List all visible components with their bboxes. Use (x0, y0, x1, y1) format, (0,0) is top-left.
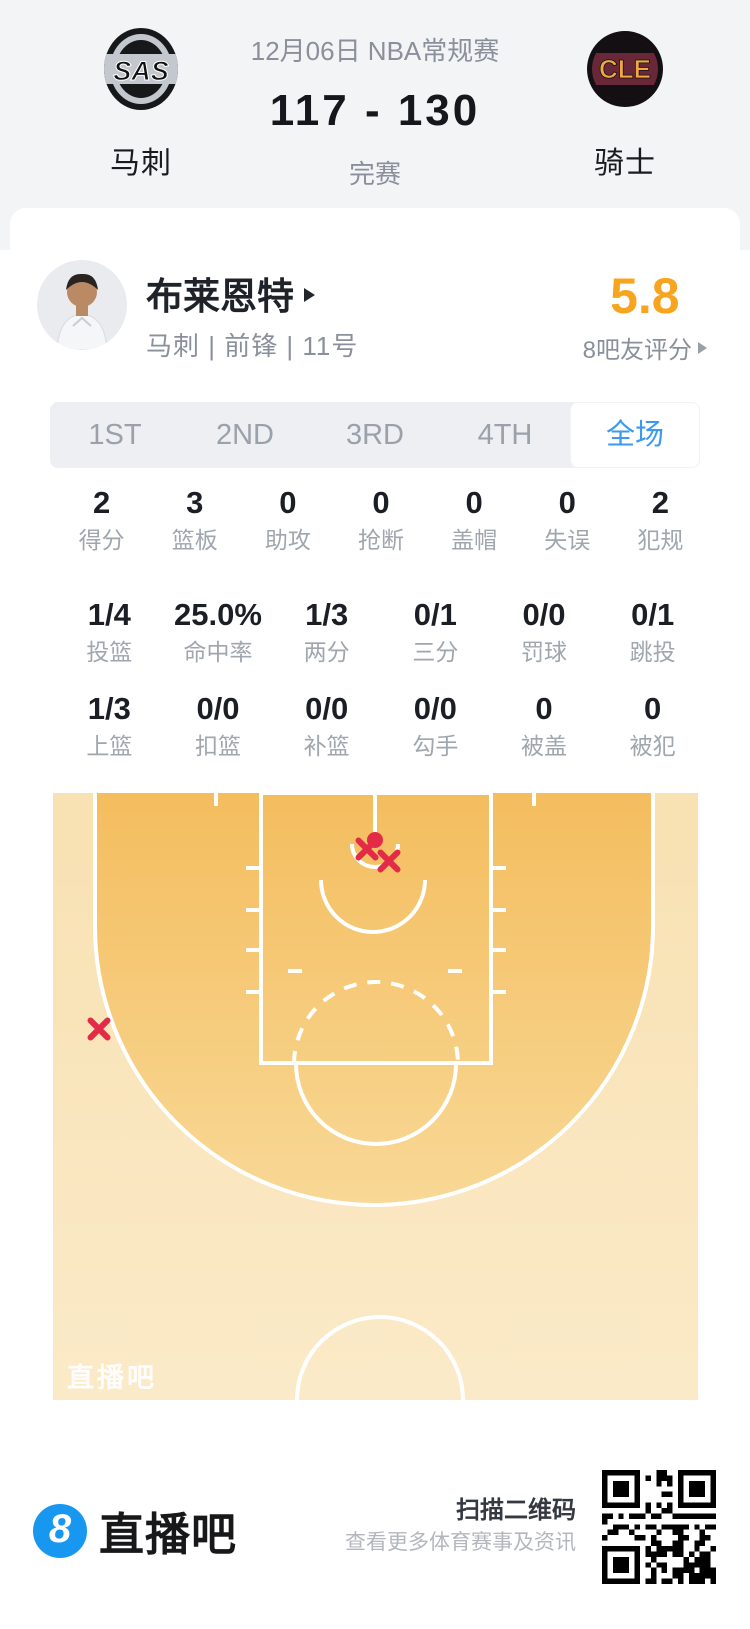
stat-putback: 0/0 补篮 (303, 691, 350, 759)
player-detail-arrow-icon (304, 288, 315, 302)
shot-markers (87, 832, 401, 1041)
free-throw-circle-solid (294, 1063, 458, 1146)
stat-layup: 1/3 上篮 (86, 691, 133, 759)
match-date: 12月06日 NBA常规赛 (250, 36, 500, 66)
tab-full-game[interactable]: 全场 (570, 402, 700, 468)
team-home[interactable]: CLE 骑士 (545, 27, 705, 182)
lane-hash-marks (246, 866, 506, 994)
stats-row-shooting: 1/4 投篮 25.0% 命中率 1/3 两分 0/1 三分 0/0 罚球 0/1 跳投 (55, 598, 707, 665)
tab-4th[interactable]: 4TH (477, 419, 533, 451)
paint-lane (259, 793, 493, 1065)
tab-2nd[interactable]: 2ND (215, 419, 274, 451)
tab-3rd[interactable]: 3RD (345, 419, 404, 451)
stat-2pt: 1/3 两分 (303, 597, 350, 665)
qr-code (602, 1470, 716, 1584)
center-circle (295, 1315, 465, 1400)
court-watermark: 直播吧 (67, 1363, 157, 1393)
svg-text:SAS: SAS (113, 56, 169, 86)
match-score: 117 - 130 (269, 86, 481, 135)
stat-fg-pct: 25.0% 命中率 (174, 597, 262, 665)
three-point-area (95, 793, 653, 1205)
quarter-tabs: 1ST 2ND 3RD 4TH 全场 (50, 402, 700, 468)
restricted-area-arc (319, 879, 427, 934)
stat-fg: 1/4 投篮 (86, 597, 133, 665)
team-home-name: 骑士 (594, 147, 656, 180)
rating-value: 5.8 (610, 268, 680, 324)
stat-dunk: 0/0 扣篮 (194, 691, 241, 759)
match-status: 完赛 (348, 159, 401, 189)
player-info: 马刺 | 前锋 | 11号 (146, 331, 359, 361)
footer-brand-name: 直播吧 (99, 1509, 238, 1560)
stat-3pt: 0/1 三分 (412, 597, 459, 665)
stat-fouls: 2 犯规 (637, 485, 684, 553)
stat-hook: 0/0 勾手 (412, 691, 459, 759)
stat-blocks: 0 盖帽 (451, 485, 498, 553)
stat-ft: 0/0 罚球 (520, 597, 567, 665)
footer-scan-text: 扫描二维码 查看更多体育赛事及资讯 (345, 1497, 576, 1554)
stats-row-shot-types: 1/3 上篮 0/0 扣篮 0/0 补篮 0/0 勾手 0 被盖 0 被犯 (55, 692, 707, 759)
team-away[interactable]: SAS 马刺 (61, 27, 221, 182)
spurs-logo-icon: SAS (104, 28, 178, 110)
shot-chart-court: 直播吧 (53, 793, 698, 1400)
missed-shot-marker (377, 849, 401, 873)
rating-label: 8吧友评分 (582, 337, 692, 364)
stat-turnovers: 0 失误 (544, 485, 591, 553)
footer-brand[interactable]: 8 直播吧 (33, 1498, 237, 1563)
scan-title: 扫描二维码 (456, 1497, 576, 1524)
stat-points: 2 得分 (78, 485, 125, 553)
made-shot-marker (367, 832, 383, 848)
stat-assists: 0 助攻 (264, 485, 311, 553)
baseline-marks (214, 793, 536, 806)
stat-fouled: 0 被犯 (629, 691, 676, 759)
scan-subtitle: 查看更多体育赛事及资讯 (345, 1531, 576, 1554)
stats-row-basic: 2 得分 3 篮板 0 助攻 0 抢断 0 盖帽 0 失误 2 犯规 (55, 486, 707, 553)
player-rating[interactable]: 5.8 8吧友评分 (583, 270, 707, 365)
three-point-line (93, 793, 655, 1207)
svg-text:CLE: CLE (599, 54, 651, 84)
cavaliers-logo-icon: CLE (587, 31, 663, 107)
stat-rebounds: 3 篮板 (171, 485, 218, 553)
team-away-name: 马刺 (110, 147, 172, 180)
player-photo (37, 260, 127, 350)
player-avatar[interactable] (37, 260, 127, 350)
match-center: 12月06日 NBA常规赛 117 - 130 完赛 (175, 0, 575, 191)
missed-shot-marker (87, 1017, 111, 1041)
free-throw-circle-dashed (292, 980, 460, 1065)
rating-arrow-icon (698, 341, 707, 354)
player-name-row[interactable]: 布莱恩特 (146, 266, 315, 320)
stat-steals: 0 抢断 (357, 485, 404, 553)
zhibo8-logo-icon: 8 (33, 1503, 87, 1558)
stat-blocked: 0 被盖 (520, 691, 567, 759)
player-card: 布莱恩特 马刺 | 前锋 | 11号 5.8 8吧友评分 1ST 2ND 3RD… (10, 208, 740, 1424)
player-name: 布莱恩特 (146, 276, 294, 317)
stat-jumpshot: 0/1 跳投 (629, 597, 676, 665)
tab-1st[interactable]: 1ST (88, 419, 142, 451)
